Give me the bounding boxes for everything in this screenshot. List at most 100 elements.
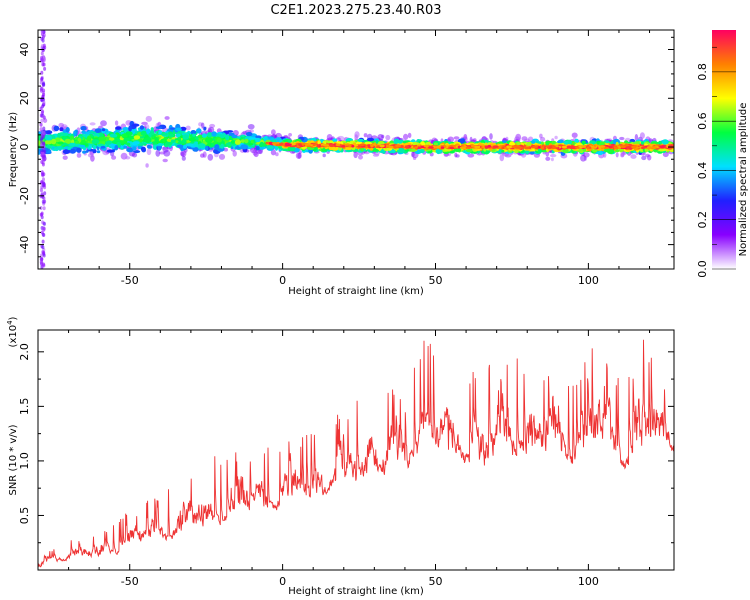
chart-title: C2E1.2023.275.23.40.R03	[270, 3, 441, 18]
heatmap-cell	[492, 145, 499, 148]
heatmap-cell	[145, 163, 149, 168]
heatmap-cell	[561, 145, 568, 149]
heatmap-cell	[57, 132, 61, 139]
heatmap-cell	[549, 145, 553, 148]
heatmap-cell	[540, 136, 546, 142]
heatmap-cell	[465, 146, 472, 149]
colorbar-tick-label: 0.8	[696, 63, 709, 81]
heatmap-cell	[329, 144, 335, 148]
heatmap-cell	[75, 140, 79, 144]
heatmap-cell	[453, 146, 457, 149]
heatmap-cell	[53, 147, 57, 150]
heatmap-cell	[571, 132, 578, 138]
heatmap-cell	[631, 145, 637, 149]
heatmap-cell	[484, 146, 488, 149]
x-tick-label: -50	[121, 274, 139, 287]
heatmap-cell	[125, 156, 131, 160]
heatmap-cell	[40, 51, 44, 56]
heatmap-cell	[423, 144, 429, 148]
heatmap-cell	[619, 136, 625, 141]
heatmap-cell	[158, 151, 166, 155]
heatmap-cell	[145, 115, 152, 122]
heatmap-cell	[41, 154, 45, 159]
heatmap-cell	[474, 145, 479, 149]
heatmap-cell	[188, 137, 196, 142]
heatmap-cell	[646, 146, 653, 149]
heatmap-cell	[586, 146, 590, 150]
heatmap-cell	[247, 124, 255, 130]
heatmap-cell	[363, 133, 368, 138]
heatmap-cell	[39, 106, 43, 111]
heatmap-cell	[39, 260, 43, 265]
heatmap-cell	[132, 146, 137, 151]
heatmap-cell	[465, 148, 473, 153]
heatmap-cell	[59, 127, 64, 132]
y-tick-label: 2.0	[18, 343, 31, 361]
heatmap-cell	[271, 142, 278, 145]
heatmap-cell	[580, 154, 587, 162]
heatmap-cell	[41, 239, 45, 244]
heatmap-cell	[133, 150, 141, 154]
heatmap-cell	[506, 145, 510, 149]
heatmap-cell	[40, 77, 44, 82]
heatmap-cell	[86, 135, 92, 142]
heatmap-cell	[232, 150, 237, 157]
colorbar-tick-label: 0.2	[696, 211, 709, 229]
heatmap-cell	[157, 145, 162, 151]
heatmap-cell	[419, 148, 425, 154]
spectrogram-heatmap	[38, 30, 674, 269]
heatmap-cell	[42, 177, 45, 182]
heatmap-cell	[459, 146, 466, 150]
spectrogram-x-label: Height of straight line (km)	[288, 286, 424, 297]
heatmap-cell	[42, 130, 46, 135]
y-tick-label: 0	[18, 144, 31, 151]
heatmap-cell	[42, 62, 46, 67]
heatmap-cell	[42, 43, 46, 48]
heatmap-cell	[259, 141, 265, 147]
heatmap-cell	[125, 131, 133, 136]
x-tick-label: -50	[121, 575, 139, 588]
heatmap-cell	[91, 139, 100, 145]
x-tick-label: 100	[578, 575, 599, 588]
heatmap-cell	[597, 151, 603, 156]
heatmap-cell	[376, 145, 380, 148]
heatmap-cell	[567, 139, 572, 145]
y-tick-label: -20	[18, 187, 31, 205]
heatmap-cell	[555, 144, 559, 148]
heatmap-cell	[67, 147, 71, 151]
heatmap-cell	[523, 146, 531, 150]
heatmap-cell	[164, 116, 170, 120]
heatmap-cell	[39, 212, 43, 217]
heatmap-cell	[662, 151, 669, 158]
heatmap-cell	[96, 150, 101, 154]
heatmap-cell	[42, 226, 46, 231]
heatmap-cell	[41, 245, 45, 250]
heatmap-cell	[185, 125, 191, 131]
snr-scale-label: (x104)	[6, 316, 19, 347]
heatmap-cell	[58, 122, 64, 128]
x-tick-label: 0	[279, 575, 286, 588]
heatmap-cell	[525, 150, 530, 154]
heatmap-cell	[252, 148, 258, 156]
heatmap-cell	[176, 144, 184, 148]
heatmap-cell	[201, 122, 205, 128]
heatmap-cell	[100, 145, 106, 149]
heatmap-cell	[393, 145, 397, 149]
heatmap-cell	[220, 143, 224, 149]
heatmap-cell	[80, 126, 87, 131]
heatmap-cell	[301, 143, 305, 146]
heatmap-cell	[162, 138, 166, 143]
heatmap-cell	[575, 146, 580, 149]
heatmap-cell	[40, 188, 44, 193]
heatmap-cell	[216, 138, 222, 143]
heatmap-cell	[170, 139, 176, 143]
heatmap-cell	[280, 142, 284, 145]
heatmap-cell	[42, 114, 46, 119]
heatmap-cell	[69, 142, 76, 146]
heatmap-cell	[155, 126, 163, 129]
heatmap-cell	[97, 143, 104, 147]
heatmap-cell	[108, 137, 115, 141]
heatmap-cell	[570, 146, 575, 150]
heatmap-cell	[414, 146, 418, 149]
heatmap-cell	[114, 145, 119, 151]
